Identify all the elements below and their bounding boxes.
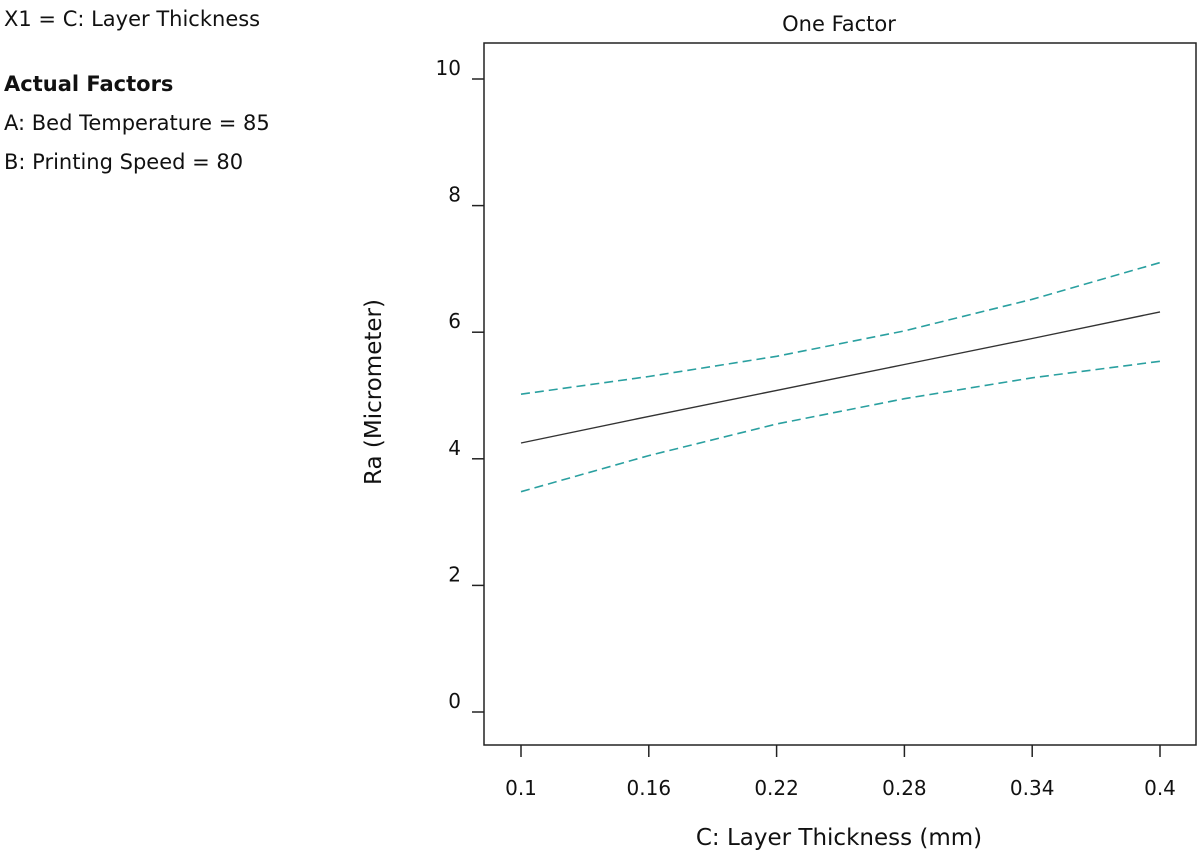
x-axis-title: C: Layer Thickness (mm) — [696, 825, 982, 851]
y-tick-label: 10 — [436, 56, 461, 80]
actual-factor-a: A: Bed Temperature = 85 — [4, 111, 270, 135]
factor-info-panel: X1 = C: Layer Thickness Actual Factors A… — [4, 0, 270, 182]
y-tick-label: 4 — [448, 436, 461, 460]
x-tick-label: 0.34 — [1010, 776, 1055, 800]
lower-ci-line — [520, 360, 1161, 493]
x-tick-label: 0.22 — [754, 776, 799, 800]
x-tick-label: 0.1 — [505, 776, 537, 800]
y-tick-label: 6 — [448, 309, 461, 333]
x-tick-label: 0.28 — [882, 776, 927, 800]
x-tick-label: 0.4 — [1144, 776, 1176, 800]
actual-factor-b: B: Printing Speed = 80 — [4, 150, 244, 174]
prediction-line — [520, 311, 1161, 444]
y-axis-title: Ra (Micrometer) — [361, 299, 387, 485]
y-tick-label: 2 — [448, 562, 461, 586]
y-tick-label: 8 — [448, 183, 461, 207]
upper-ci-line — [520, 261, 1161, 395]
actual-factors-heading: Actual Factors — [4, 72, 174, 96]
x-axis: 0.1 0.16 0.22 0.28 0.34 0.4 — [505, 745, 1176, 800]
y-tick-label: 0 — [448, 689, 461, 713]
x1-factor-label: X1 = C: Layer Thickness — [4, 7, 261, 31]
chart-title: One Factor — [782, 12, 896, 36]
y-axis: 0 2 4 6 8 10 — [436, 56, 484, 713]
series-layer — [520, 261, 1161, 493]
x-tick-label: 0.16 — [627, 776, 672, 800]
plot-frame — [483, 42, 1197, 746]
